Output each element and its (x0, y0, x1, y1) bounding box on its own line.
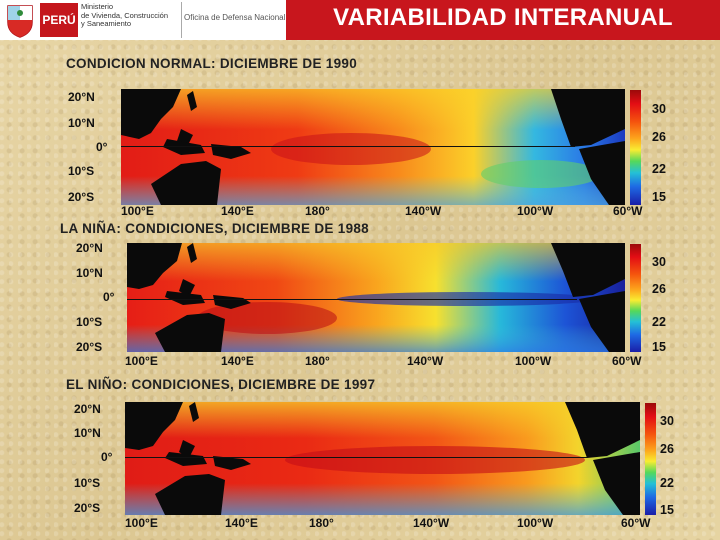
lon-label: 100°W (517, 516, 554, 530)
lat-label: 10°S (74, 476, 101, 490)
lat-label: 20°S (68, 190, 95, 204)
equator-line (127, 299, 577, 300)
lat-label: 20°N (74, 402, 101, 416)
colorbar-label: 26 (652, 130, 666, 144)
lat-label: 20°S (76, 340, 103, 354)
page-title: VARIABILIDAD INTERANUAL (333, 4, 673, 31)
colorbar-label: 22 (660, 476, 674, 490)
lon-label: 100°W (517, 204, 554, 218)
ministry-name: Ministerio de Vivienda, Construcción y S… (81, 2, 168, 28)
colorbar-label: 30 (660, 414, 674, 428)
equator-line (121, 146, 575, 147)
panel-2-caption: LA NIÑA: CONDICIONES, DICIEMBRE DE 1988 (60, 221, 369, 236)
lat-label: 10°N (76, 266, 103, 280)
lat-label: 0° (96, 140, 108, 154)
lon-label: 100°W (515, 354, 552, 368)
title-banner: VARIABILIDAD INTERANUAL (286, 0, 720, 40)
lon-label: 100°E (121, 204, 154, 218)
equator-line (125, 457, 587, 458)
peru-label: PERÚ (40, 3, 78, 37)
header-divider (181, 2, 182, 38)
lat-label: 20°N (68, 90, 95, 104)
header-bar: PERÚ Ministerio de Vivienda, Construcció… (0, 0, 720, 40)
lon-label: 140°E (221, 204, 254, 218)
lon-label: 60°W (621, 516, 651, 530)
panel-3-caption: EL NIÑO: CONDICIONES, DICIEMBRE DE 1997 (66, 377, 376, 392)
panel-1-caption: CONDICION NORMAL: DICIEMBRE DE 1990 (66, 56, 358, 71)
lat-label: 10°S (68, 164, 95, 178)
lon-label: 180° (309, 516, 334, 530)
lon-label: 60°W (613, 204, 643, 218)
colorbar (645, 403, 656, 515)
colorbar (630, 244, 641, 352)
colorbar (630, 90, 641, 205)
lon-label: 140°E (225, 516, 258, 530)
colorbar-label: 26 (660, 442, 674, 456)
lon-labels: 100°E 140°E 180° 140°W 100°W 60°W (121, 204, 661, 218)
colorbar-label: 15 (660, 503, 674, 517)
peru-coat-of-arms-icon (7, 5, 33, 38)
colorbar-label: 22 (652, 162, 666, 176)
lon-labels: 100°E 140°E 180° 140°W 100°W 60°W (125, 354, 665, 368)
lat-label: 0° (103, 290, 115, 304)
sst-map-3 (125, 402, 640, 515)
colorbar-label: 15 (652, 340, 666, 354)
lon-label: 140°W (413, 516, 450, 530)
lat-label: 20°N (76, 241, 103, 255)
lon-label: 60°W (612, 354, 642, 368)
lat-label: 0° (101, 450, 113, 464)
sst-map-2 (127, 243, 625, 352)
lat-label: 10°N (74, 426, 101, 440)
lat-label: 10°S (76, 315, 103, 329)
lon-label: 180° (305, 204, 330, 218)
office-name: Oficina de Defensa Nacional (184, 13, 286, 22)
sst-map-3-graphic (125, 402, 640, 515)
lon-label: 140°W (405, 204, 442, 218)
lon-label: 100°E (125, 516, 158, 530)
lat-label: 10°N (68, 116, 95, 130)
lon-labels: 100°E 140°E 180° 140°W 100°W 60°W (125, 516, 685, 530)
sst-map-2-graphic (127, 243, 625, 352)
colorbar-label: 30 (652, 102, 666, 116)
sst-map-1-graphic (121, 89, 625, 205)
colorbar-label: 15 (652, 190, 666, 204)
lon-label: 180° (305, 354, 330, 368)
colorbar-label: 30 (652, 255, 666, 269)
sst-map-1 (121, 89, 625, 205)
colorbar-label: 22 (652, 315, 666, 329)
colorbar-label: 26 (652, 282, 666, 296)
lon-label: 140°E (221, 354, 254, 368)
lat-label: 20°S (74, 501, 101, 515)
lon-label: 140°W (407, 354, 444, 368)
lon-label: 100°E (125, 354, 158, 368)
